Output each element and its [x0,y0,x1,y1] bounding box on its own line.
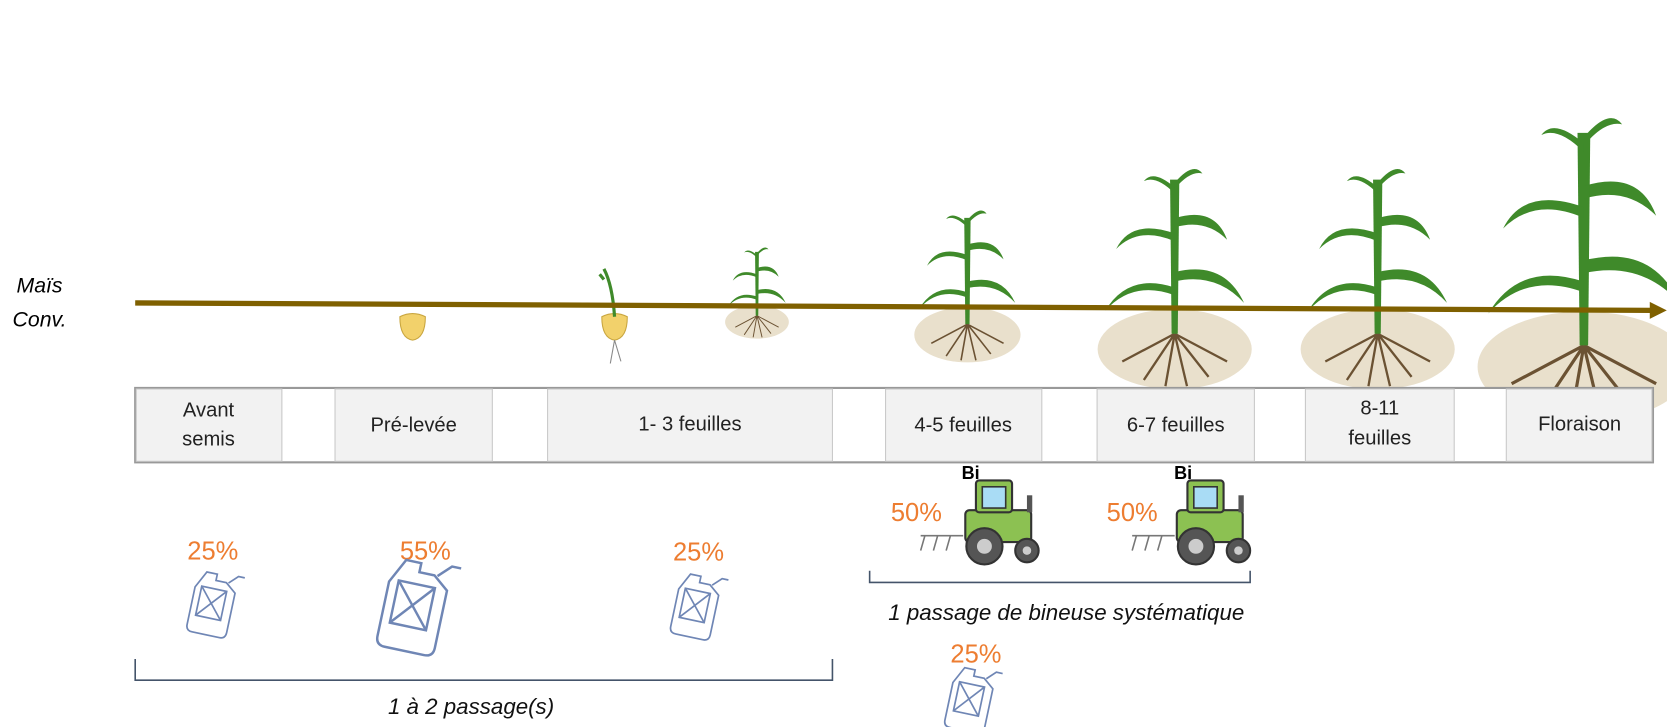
stage-label: Avant [183,400,235,422]
stage-label: Pré-levée [370,415,456,437]
bracket [135,659,832,680]
row-label: Conv. [13,308,67,332]
timeline-arrow [135,303,1653,310]
stage-label: semis [182,428,235,450]
hoeing-percent: 50% [891,499,942,527]
bracket-label: 1 à 2 passage(s) [388,694,554,719]
stage-label: feuilles [1348,427,1411,449]
stage-boxes [136,389,1652,461]
row-label: Maïs [17,274,63,298]
tool-label: Bi [962,463,980,483]
jerrycan-icon [186,568,245,640]
bracket-label: 1 passage de bineuse systématique [888,600,1244,625]
arrow-head [1650,302,1667,319]
jerrycan-icon [944,664,1003,727]
page: Maïs Conv. Avant semis Pré-levée 1- 3 fe… [0,0,1667,727]
stage-label: 1- 3 feuilles [638,413,741,435]
stage-label: Floraison [1538,413,1621,435]
stage-label: 4-5 feuilles [914,415,1012,437]
diagram: Maïs Conv. Avant semis Pré-levée 1- 3 fe… [0,0,1667,727]
tool-label: Bi [1174,463,1192,483]
jerrycan-icon [669,570,728,642]
stage-label: 8-11 [1360,398,1399,420]
bracket [870,571,1251,583]
plant-illustrations [400,118,1667,422]
herbicide-percent: 25% [187,537,238,565]
herbicide-percent: 25% [673,538,724,566]
jerrycan-icon [376,554,462,659]
stage-label: 6-7 feuilles [1127,415,1225,437]
herbicide-percent: 25% [950,641,1001,669]
hoeing-percent: 50% [1107,499,1158,527]
